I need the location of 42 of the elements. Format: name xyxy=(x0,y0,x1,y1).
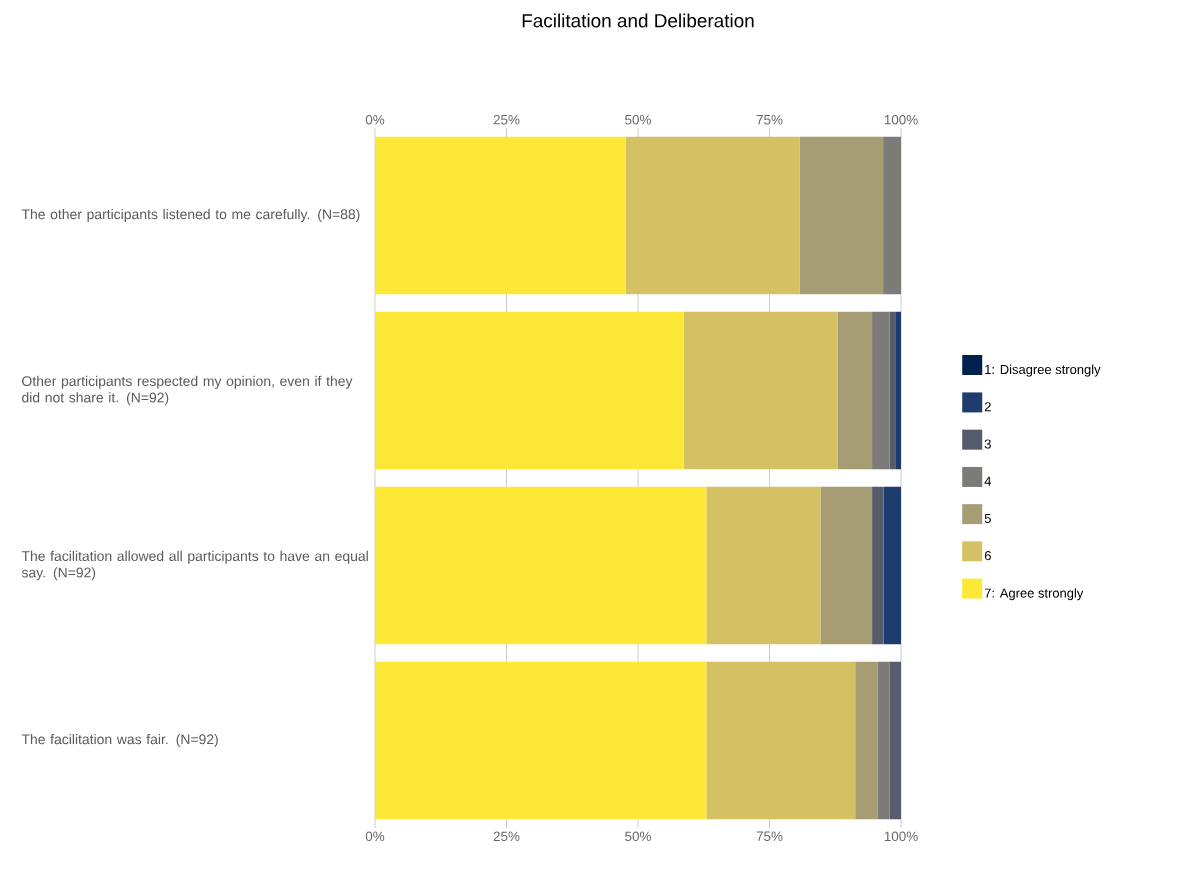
bar xyxy=(872,486,884,645)
bar xyxy=(855,661,878,820)
y-tick-label: The other participants listened to me carefully. (N=88) xyxy=(21,209,360,222)
y-tick-label: Other participants respected my opinion, even if they did not share it. (N=92) xyxy=(22,375,353,406)
bar xyxy=(375,136,626,295)
legend-label: 2 xyxy=(984,402,991,412)
legend-label: 4 xyxy=(984,476,992,486)
x2-tick-label: 50% xyxy=(625,114,651,125)
bar xyxy=(375,486,707,645)
x-tick-label: 100% xyxy=(884,831,918,842)
bar xyxy=(883,486,902,645)
bar xyxy=(375,311,684,470)
bar xyxy=(706,486,821,645)
y-tick-label: The facilitation allowed all participants to have an equal say. (N=92) xyxy=(21,550,368,581)
x2-tick-label: 75% xyxy=(756,115,783,125)
bar xyxy=(889,311,896,470)
legend-label: 1: Disagree strongly xyxy=(985,364,1101,377)
legend-label: 6 xyxy=(984,551,991,561)
x-tick-label: 0% xyxy=(365,831,385,842)
legend-label: 7: Agree strongly xyxy=(984,588,1084,601)
x-tick-label: 75% xyxy=(756,831,783,841)
bar xyxy=(799,136,884,295)
legend-label: 5 xyxy=(984,513,991,523)
x2-tick-label: 25% xyxy=(493,114,520,125)
bar xyxy=(820,486,873,645)
bar xyxy=(837,311,873,470)
bar xyxy=(683,311,838,470)
x2-tick-label: 100% xyxy=(884,114,918,125)
bar xyxy=(706,661,856,820)
bar xyxy=(625,136,800,295)
x2-tick-label: 0% xyxy=(365,114,385,125)
bar xyxy=(889,661,902,820)
y-tick-label: The facilitation was fair. (N=92) xyxy=(21,734,218,748)
bar xyxy=(375,661,707,820)
bar xyxy=(872,311,890,470)
chart-title: Facilitation and Deliberation xyxy=(522,13,754,28)
bar xyxy=(877,661,890,820)
bar xyxy=(895,311,902,470)
x-tick-label: 25% xyxy=(493,831,520,842)
x-tick-label: 50% xyxy=(625,831,651,842)
legend-label: 3 xyxy=(984,439,991,449)
bar xyxy=(883,136,902,295)
